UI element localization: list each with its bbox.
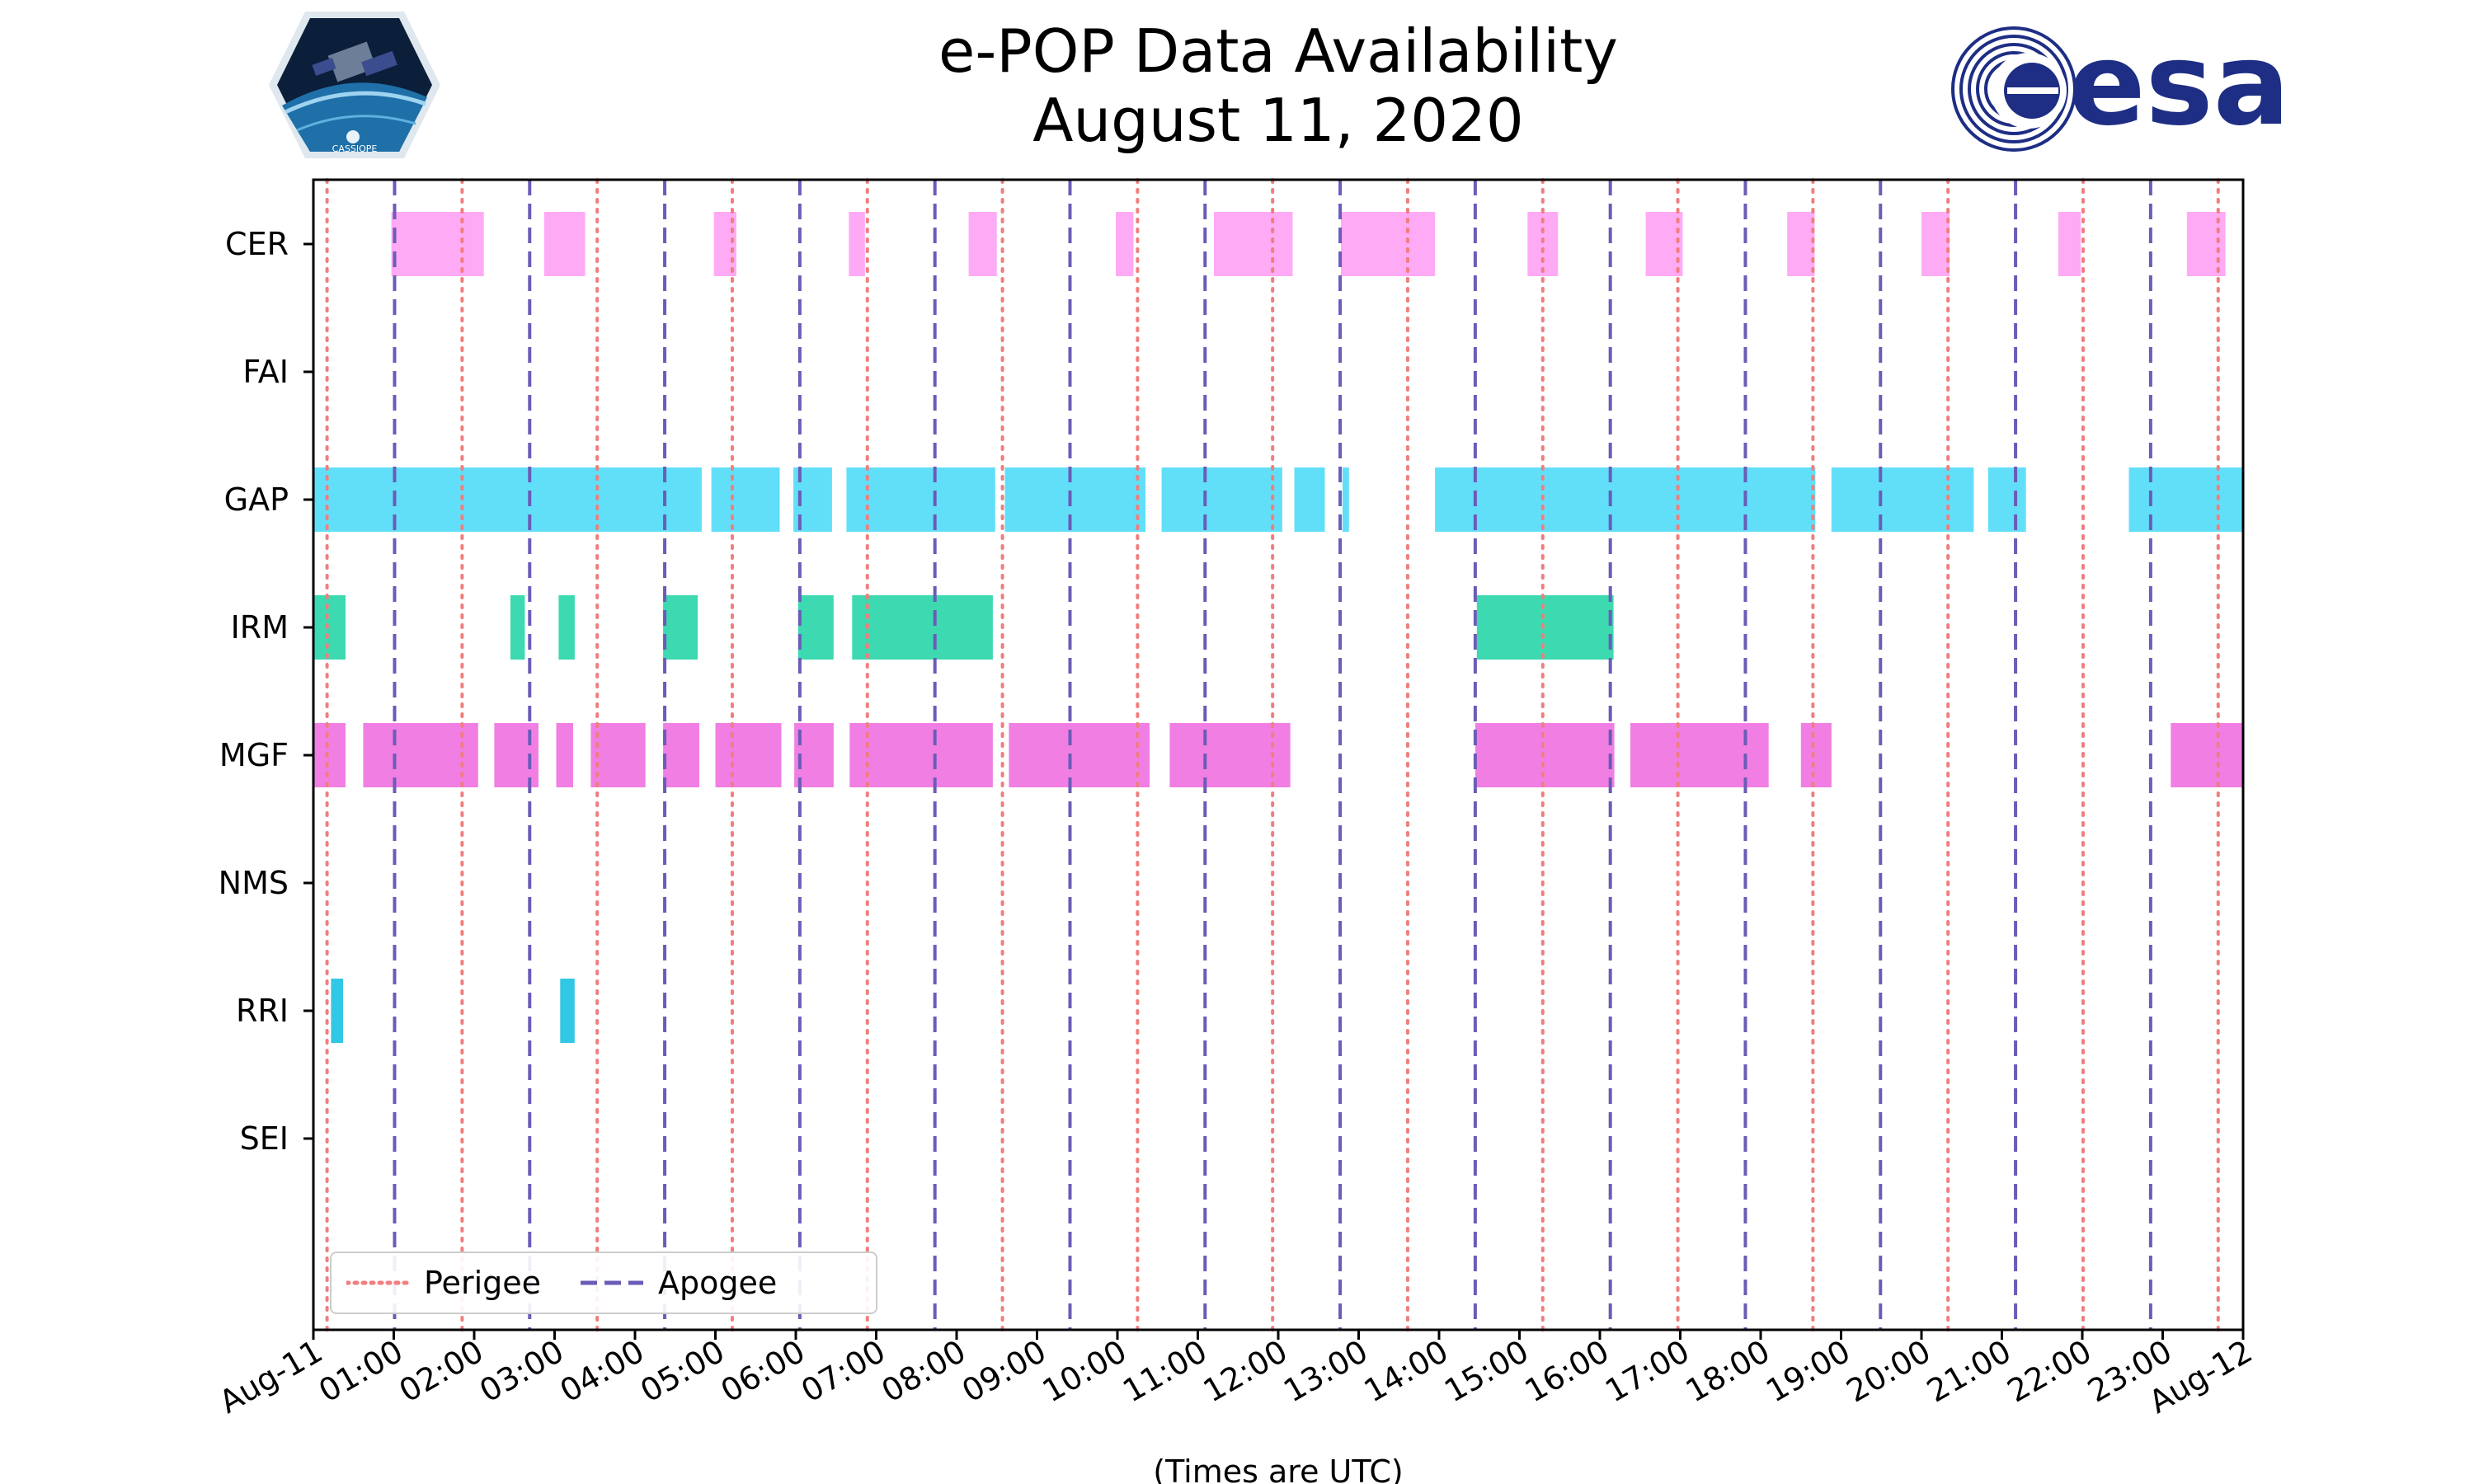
x-tick-label-16: 16:00 [1519,1333,1616,1410]
bar-mgf-14 [2171,723,2244,787]
x-tick-label-11: 11:00 [1117,1333,1213,1410]
x-tick-label-12: 12:00 [1197,1333,1294,1410]
chart-title-line1: e-POP Data Availability [938,16,1618,86]
bar-cer-7 [1341,212,1436,276]
bar-cer-12 [2058,212,2081,276]
x-tick-label-10: 10:00 [1037,1333,1133,1410]
y-tick-label-mgf: MGF [219,737,289,773]
x-tick-label-3: 03:00 [473,1333,570,1410]
y-tick-label-gap: GAP [224,481,289,518]
availability-bars [313,212,2244,1043]
bar-irm-2 [558,595,575,660]
legend-item-perigee: Perigee [346,1265,541,1301]
y-tick-label-irm: IRM [231,609,289,646]
bar-cer-6 [1214,212,1293,276]
bar-cer-1 [543,212,586,276]
bar-mgf-13 [1800,723,1832,787]
bar-gap-9 [1831,467,1974,532]
bar-cer-3 [849,212,865,276]
bar-cer-5 [1116,212,1134,276]
bar-cer-11 [1921,212,1950,276]
y-tick-label-fai: FAI [242,354,289,390]
perigee-line-icon [346,1280,409,1285]
bar-gap-7 [1343,467,1349,532]
x-tick-label-8: 08:00 [876,1333,972,1410]
x-tick-label-2: 02:00 [393,1333,490,1410]
bar-mgf-4 [590,723,646,787]
y-tick-label-sei: SEI [240,1120,289,1157]
bar-mgf-5 [663,723,699,787]
orbit-event-lines [325,178,2220,1331]
y-axis: CER FAI GAP IRM MGF NMS RRI SEI [219,226,313,1157]
x-tick-label-13: 13:00 [1277,1333,1374,1410]
bar-mgf-8 [849,723,993,787]
x-tick-label-15: 15:00 [1438,1333,1535,1410]
x-axis-label: (Times are UTC) [1153,1453,1403,1484]
bar-mgf-1 [363,723,478,787]
bar-gap-5 [1161,467,1282,532]
x-tick-label-0: Aug-11 [213,1333,328,1421]
x-tick-label-14: 14:00 [1358,1333,1455,1410]
bar-irm-3 [663,595,698,660]
chart-title-line2: August 11, 2020 [1032,86,1524,155]
esa-logo-icon: esa [1951,21,2290,152]
apogee-line-icon [581,1280,643,1285]
x-tick-label-21: 21:00 [1921,1333,2017,1410]
bar-cer-10 [1787,212,1815,276]
bar-mgf-6 [715,723,782,787]
bar-gap-10 [1987,467,2026,532]
x-tick-label-18: 18:00 [1680,1333,1776,1410]
legend-label-perigee: Perigee [424,1265,541,1301]
bar-mgf-9 [1009,723,1150,787]
bar-gap-11 [2128,467,2243,532]
cassiope-logo-text: CASSIOPE [332,143,378,154]
bar-cer-0 [391,212,484,276]
bar-irm-1 [510,595,525,660]
x-axis: Aug-1101:0002:0003:0004:0005:0006:0007:0… [213,1330,2259,1421]
bar-gap-0 [313,467,702,532]
bar-gap-8 [1435,467,1816,532]
legend: Perigee Apogee [330,1252,877,1314]
bar-mgf-0 [313,723,346,787]
x-tick-label-17: 17:00 [1599,1333,1696,1410]
x-tick-label-6: 06:00 [715,1333,811,1410]
bar-gap-6 [1294,467,1325,532]
cassiope-logo-icon: CASSIOPE [269,12,440,158]
bar-mgf-3 [556,723,573,787]
bar-irm-6 [1476,595,1614,660]
bar-irm-5 [852,595,993,660]
x-tick-label-19: 19:00 [1760,1333,1856,1410]
legend-item-apogee: Apogee [581,1265,777,1301]
bar-cer-4 [968,212,997,276]
x-tick-label-7: 07:00 [795,1333,891,1410]
x-tick-label-4: 04:00 [554,1333,651,1410]
esa-logo-text: esa [2068,21,2290,151]
bar-gap-1 [711,467,780,532]
x-tick-label-1: 01:00 [313,1333,409,1410]
bar-rri-0 [331,979,343,1043]
bar-mgf-10 [1169,723,1291,787]
x-tick-label-5: 05:00 [634,1333,731,1410]
bar-irm-0 [313,595,346,660]
bar-gap-3 [846,467,995,532]
bar-mgf-11 [1475,723,1615,787]
bar-mgf-2 [494,723,539,787]
x-tick-label-20: 20:00 [1841,1333,1937,1410]
bar-mgf-12 [1630,723,1769,787]
x-tick-label-22: 22:00 [2001,1333,2098,1410]
y-tick-label-nms: NMS [219,865,289,901]
bar-rri-1 [560,979,575,1043]
y-tick-label-cer: CER [225,226,289,262]
legend-label-apogee: Apogee [658,1265,778,1301]
bar-gap-4 [1004,467,1146,532]
y-tick-label-rri: RRI [236,993,289,1029]
x-tick-label-9: 09:00 [956,1333,1052,1410]
bar-irm-4 [797,595,834,660]
